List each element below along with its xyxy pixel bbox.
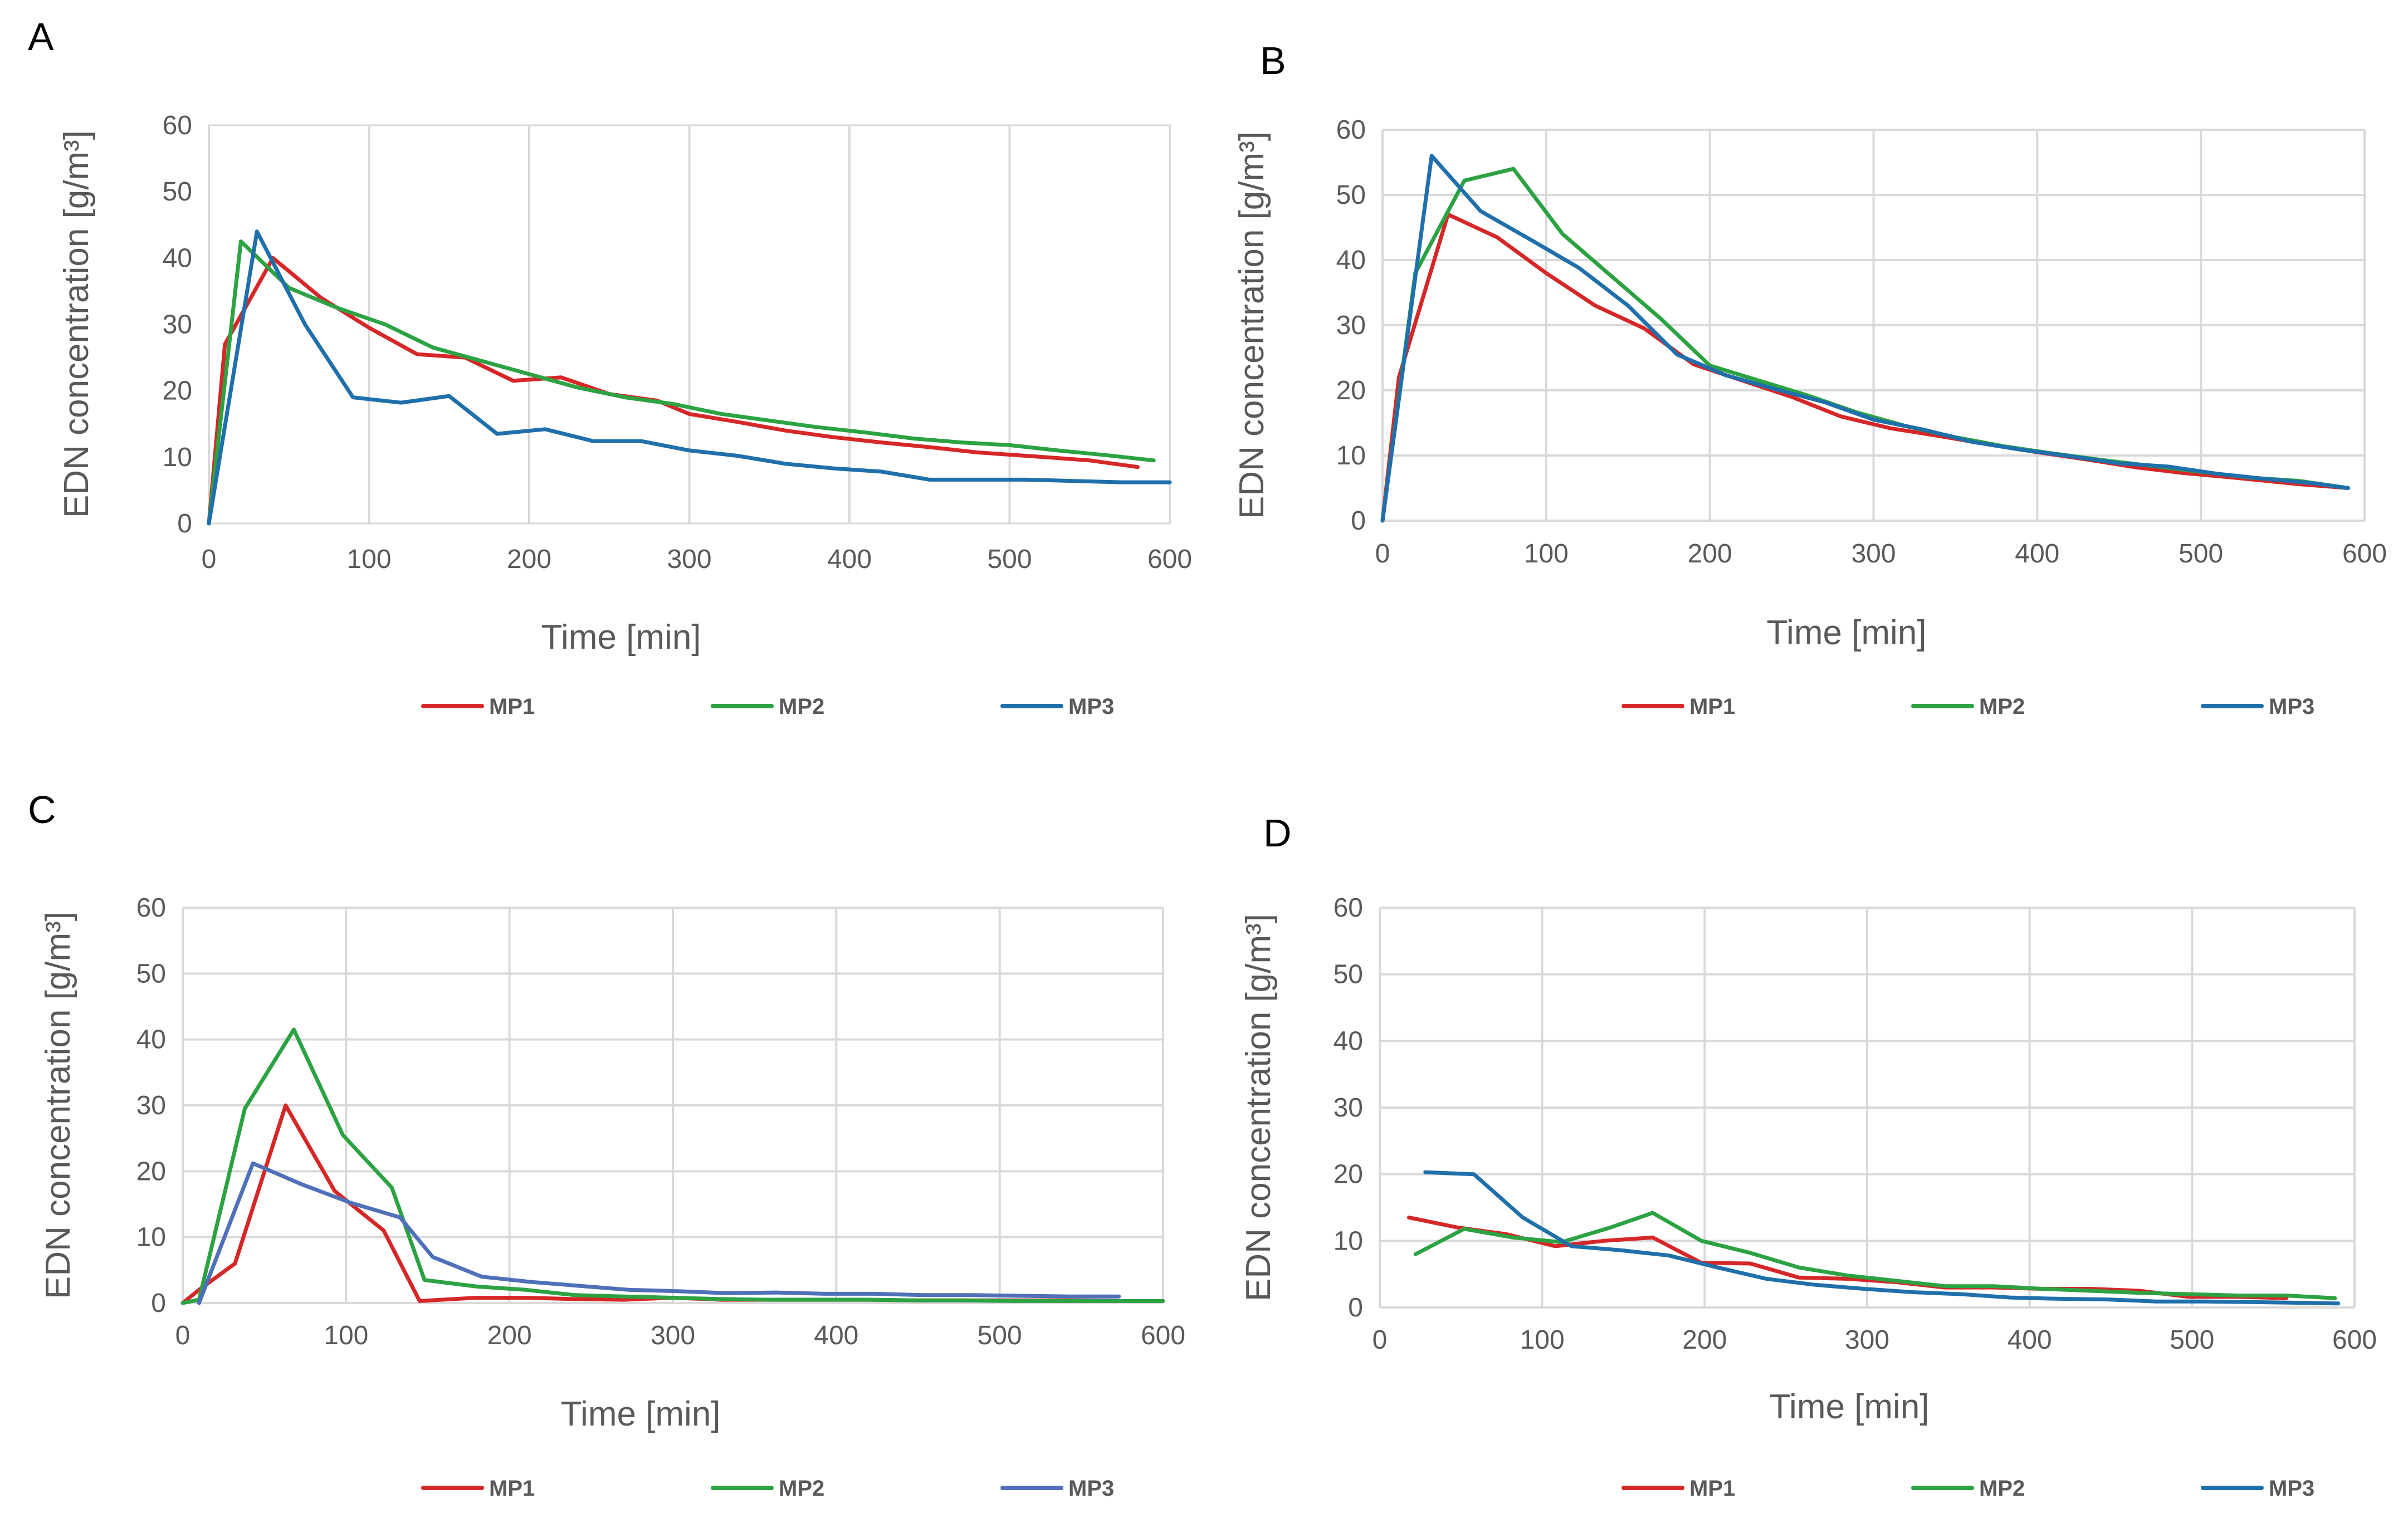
- series-line-b-mp3: [1380, 154, 2351, 523]
- y-tick-label-d-0: 0: [1348, 1293, 1363, 1323]
- legend-label-a-mp1: MP1: [489, 694, 535, 719]
- x-tick-label-a-3: 300: [667, 545, 711, 574]
- legend-label-d-mp2: MP2: [1979, 1476, 2025, 1501]
- legend-label-c-mp2: MP2: [779, 1476, 824, 1501]
- x-axis-title-a: Time [min]: [541, 618, 701, 657]
- y-tick-label-a-6: 60: [163, 111, 192, 140]
- x-tick-label-a-1: 100: [346, 545, 391, 574]
- series-line-d-mp1: [1407, 1215, 2288, 1300]
- x-tick-label-d-1: 100: [1520, 1325, 1565, 1355]
- y-tick-label-c-4: 40: [136, 1025, 166, 1055]
- legend-label-b-mp1: MP1: [1689, 694, 1735, 719]
- legend-label-a-mp3: MP3: [1068, 694, 1114, 719]
- y-tick-label-d-2: 20: [1334, 1160, 1363, 1189]
- y-tick-label-b-3: 30: [1336, 311, 1366, 340]
- series-line-c-mp1: [180, 1103, 1121, 1305]
- x-tick-label-b-3: 300: [1851, 539, 1896, 569]
- x-tick-label-b-5: 500: [2179, 539, 2223, 569]
- panel-letter-b: B: [1260, 39, 1286, 82]
- series-line-b-mp1: [1380, 212, 2351, 523]
- x-tick-label-b-1: 100: [1524, 539, 1569, 569]
- y-tick-label-c-2: 20: [136, 1157, 166, 1186]
- panel-letter-c: C: [28, 788, 56, 831]
- y-axis-title-b: EDN concentration [g/m³]: [1233, 131, 1271, 519]
- x-tick-label-d-6: 600: [2332, 1325, 2377, 1355]
- y-tick-label-a-5: 50: [163, 177, 192, 207]
- x-tick-label-c-1: 100: [324, 1321, 368, 1350]
- y-axis-title-a: EDN concentration [g/m³]: [57, 130, 96, 518]
- series-line-b-mp2: [1380, 166, 2351, 523]
- panel-letter-a: A: [28, 15, 54, 58]
- legend-label-a-mp2: MP2: [779, 694, 824, 719]
- x-tick-label-c-0: 0: [175, 1321, 191, 1350]
- legend-label-b-mp2: MP2: [1979, 694, 2025, 719]
- y-tick-label-b-6: 60: [1336, 115, 1366, 145]
- x-tick-label-c-3: 300: [651, 1321, 695, 1350]
- x-tick-label-a-5: 500: [987, 545, 1032, 574]
- y-tick-label-b-4: 40: [1336, 246, 1366, 275]
- series-line-a-mp2: [207, 239, 1156, 526]
- series-line-a-mp3: [207, 229, 1172, 526]
- x-tick-label-d-3: 300: [1845, 1325, 1889, 1355]
- plot-border-a: [208, 124, 1171, 525]
- legend-label-b-mp3: MP3: [2269, 694, 2314, 719]
- x-tick-label-c-6: 600: [1141, 1321, 1185, 1350]
- y-tick-label-d-1: 10: [1334, 1226, 1363, 1256]
- legend-label-d-mp1: MP1: [1689, 1476, 1735, 1501]
- y-tick-label-c-3: 30: [136, 1091, 166, 1120]
- y-tick-label-a-4: 40: [163, 243, 192, 273]
- y-tick-label-a-2: 20: [163, 376, 192, 406]
- y-tick-label-c-5: 50: [136, 959, 166, 988]
- x-tick-label-d-4: 400: [2008, 1325, 2052, 1355]
- y-tick-label-c-0: 0: [151, 1289, 166, 1318]
- y-tick-label-b-1: 10: [1336, 441, 1366, 471]
- x-tick-label-a-0: 0: [202, 545, 217, 574]
- legend-label-c-mp1: MP1: [489, 1476, 535, 1501]
- x-axis-title-c: Time [min]: [560, 1395, 720, 1433]
- x-tick-label-d-0: 0: [1372, 1325, 1388, 1355]
- x-tick-label-a-2: 200: [507, 545, 551, 574]
- x-tick-label-c-5: 500: [978, 1321, 1022, 1350]
- y-axis-title-c: EDN concentration [g/m³]: [39, 912, 77, 1299]
- x-tick-label-a-4: 400: [827, 545, 872, 574]
- series-line-d-mp2: [1413, 1211, 2337, 1300]
- x-axis-title-b: Time [min]: [1766, 614, 1926, 652]
- x-tick-label-c-2: 200: [487, 1321, 532, 1350]
- x-axis-title-d: Time [min]: [1769, 1388, 1929, 1426]
- x-tick-label-b-2: 200: [1688, 539, 1732, 569]
- y-tick-label-c-1: 10: [136, 1223, 166, 1252]
- x-tick-label-a-6: 600: [1147, 545, 1192, 574]
- y-axis-title-d: EDN concentration [g/m³]: [1239, 914, 1278, 1301]
- legend-label-d-mp3: MP3: [2269, 1476, 2314, 1501]
- x-tick-label-b-0: 0: [1375, 539, 1390, 569]
- x-tick-label-b-4: 400: [2015, 539, 2059, 569]
- series-line-c-mp3: [197, 1161, 1121, 1305]
- x-tick-label-c-4: 400: [814, 1321, 858, 1350]
- x-tick-label-d-2: 200: [1682, 1325, 1727, 1355]
- legend-label-c-mp3: MP3: [1068, 1476, 1114, 1501]
- y-tick-label-b-5: 50: [1336, 180, 1366, 210]
- x-tick-label-b-6: 600: [2342, 539, 2387, 569]
- panel-letter-d: D: [1263, 811, 1292, 855]
- y-tick-label-a-3: 30: [163, 310, 192, 340]
- y-tick-label-d-5: 50: [1334, 960, 1363, 990]
- y-tick-label-a-0: 0: [177, 509, 192, 538]
- y-tick-label-d-3: 30: [1334, 1093, 1363, 1123]
- y-tick-label-d-6: 60: [1334, 893, 1363, 923]
- y-tick-label-d-4: 40: [1334, 1026, 1363, 1056]
- series-line-c-mp2: [180, 1027, 1165, 1305]
- y-tick-label-a-1: 10: [163, 443, 192, 472]
- series-line-d-mp3: [1423, 1170, 2341, 1306]
- y-tick-label-b-0: 0: [1351, 506, 1366, 536]
- y-tick-label-b-2: 20: [1336, 376, 1366, 405]
- y-tick-label-c-6: 60: [136, 893, 166, 923]
- x-tick-label-d-5: 500: [2170, 1325, 2214, 1355]
